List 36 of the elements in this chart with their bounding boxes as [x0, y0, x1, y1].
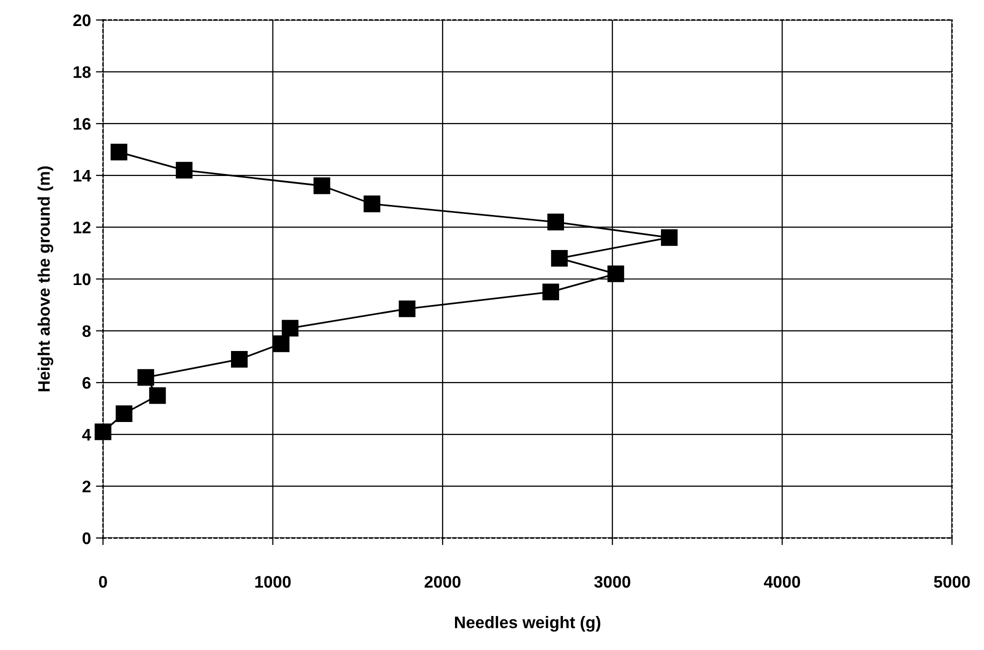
x-tick-label: 3000 — [594, 576, 630, 588]
x-axis-title: Needles weight (g) — [455, 616, 600, 632]
point — [542, 284, 560, 300]
y-tick-label: 14 — [74, 170, 92, 182]
y-tick-label: 12 — [74, 222, 91, 234]
point — [314, 177, 330, 194]
point — [272, 335, 290, 352]
point — [176, 162, 192, 179]
point — [607, 265, 624, 282]
y-tick-label: 2 — [82, 480, 91, 492]
point — [551, 250, 568, 267]
x-tick-label: 1000 — [255, 576, 291, 588]
y-tick-label: 16 — [74, 118, 91, 130]
y-tick-label: 6 — [82, 377, 91, 389]
point — [94, 423, 112, 440]
point — [116, 405, 132, 422]
point — [282, 320, 298, 337]
x-tick-label: 4000 — [764, 576, 800, 588]
x-tick-label: 2000 — [424, 576, 460, 588]
x-tick-label: 5000 — [934, 576, 970, 588]
y-tick-label: 4 — [82, 428, 92, 440]
y-tick-label: 0 — [82, 532, 91, 544]
point — [398, 300, 416, 318]
point — [110, 144, 128, 160]
point — [547, 214, 564, 230]
point — [149, 387, 166, 404]
point — [660, 229, 678, 246]
y-tick-label: 10 — [74, 273, 91, 286]
point — [364, 196, 380, 212]
point — [231, 350, 248, 368]
point — [137, 369, 154, 386]
y-tick-label: 18 — [74, 66, 91, 78]
y-axis-title: Height above the ground (m) — [38, 166, 54, 392]
y-tick-label: 20 — [73, 14, 91, 26]
y-tick-label: 8 — [82, 325, 91, 338]
x-tick-label: 0 — [99, 576, 107, 588]
